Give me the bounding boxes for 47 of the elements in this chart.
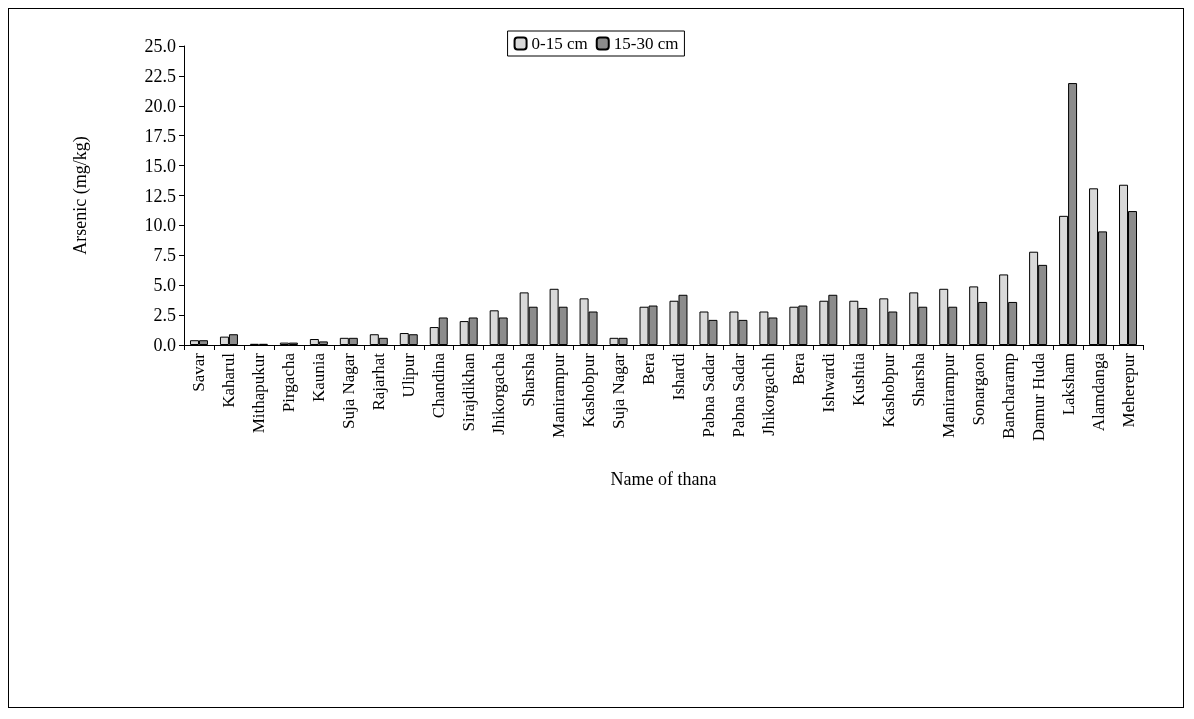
x-tick-label: Suja Nagar bbox=[339, 352, 359, 430]
x-tick-label: Sirajdikhan bbox=[459, 352, 479, 432]
x-tick-label: Sonargaon bbox=[968, 352, 988, 426]
x-tick-label: Pabna Sadar bbox=[728, 352, 748, 438]
x-tick-label: Kaunia bbox=[309, 352, 329, 403]
x-tick-label: Bera bbox=[788, 352, 808, 386]
x-tick-label: Manirampur bbox=[549, 352, 569, 438]
y-tick-label: 22.5 bbox=[144, 65, 176, 86]
x-tick-label: Sharsha bbox=[519, 352, 539, 407]
legend-label: 15-30 cm bbox=[613, 34, 679, 53]
y-tick-label: 5.0 bbox=[153, 275, 176, 296]
x-tick-label: Kashobpur bbox=[878, 352, 898, 428]
y-axis-title: Arsenic (mg/kg) bbox=[70, 136, 91, 255]
y-tick-label: 15.0 bbox=[144, 155, 176, 176]
x-tick-label: Sharsha bbox=[908, 352, 928, 407]
x-tick-label: Mithapukur bbox=[249, 352, 269, 434]
x-tick-label: Kushtia bbox=[848, 352, 868, 406]
y-tick-label: 20.0 bbox=[144, 95, 176, 116]
x-tick-label: Pabna Sadar bbox=[698, 352, 718, 438]
x-tick-label: Kashobpur bbox=[579, 352, 599, 428]
x-tick-label: Ulipur bbox=[399, 352, 419, 398]
x-axis-title: Name of thana bbox=[610, 469, 717, 489]
legend-label: 0-15 cm bbox=[531, 34, 588, 53]
x-tick-label: Jhikorgacha bbox=[489, 352, 509, 435]
y-tick-label: 17.5 bbox=[144, 125, 176, 146]
x-tick-label: Manirampur bbox=[938, 352, 958, 438]
y-tick-label: 2.5 bbox=[153, 305, 176, 326]
x-tick-label: Ishardi bbox=[668, 352, 688, 401]
y-tick-label: 12.5 bbox=[144, 185, 176, 206]
x-tick-label: Pirgacha bbox=[279, 352, 299, 413]
x-tick-label: Savar bbox=[189, 352, 209, 392]
x-tick-label: Damur Huda bbox=[1028, 352, 1048, 442]
y-tick-label: 10.0 bbox=[144, 215, 176, 236]
x-tick-label: Laksham bbox=[1058, 353, 1078, 416]
y-tick-label: 7.5 bbox=[153, 245, 176, 266]
x-tick-label: Jhikorgachh bbox=[758, 352, 778, 436]
x-tick-label: Bera bbox=[639, 352, 659, 386]
x-tick-label: Alamdanga bbox=[1088, 352, 1108, 432]
x-tick-label: Kaharul bbox=[219, 352, 239, 408]
y-tick-label: 25.0 bbox=[144, 36, 176, 56]
x-tick-label: Suja Nagar bbox=[609, 352, 629, 430]
x-tick-label: Rajarhat bbox=[369, 352, 389, 411]
x-tick-label: Bancharamp bbox=[998, 353, 1018, 439]
y-tick-label: 0.0 bbox=[153, 335, 176, 355]
x-tick-label: Chandina bbox=[429, 352, 449, 419]
x-tick-label: Ishwardi bbox=[818, 352, 838, 413]
x-tick-label: Meherepur bbox=[1118, 352, 1138, 428]
